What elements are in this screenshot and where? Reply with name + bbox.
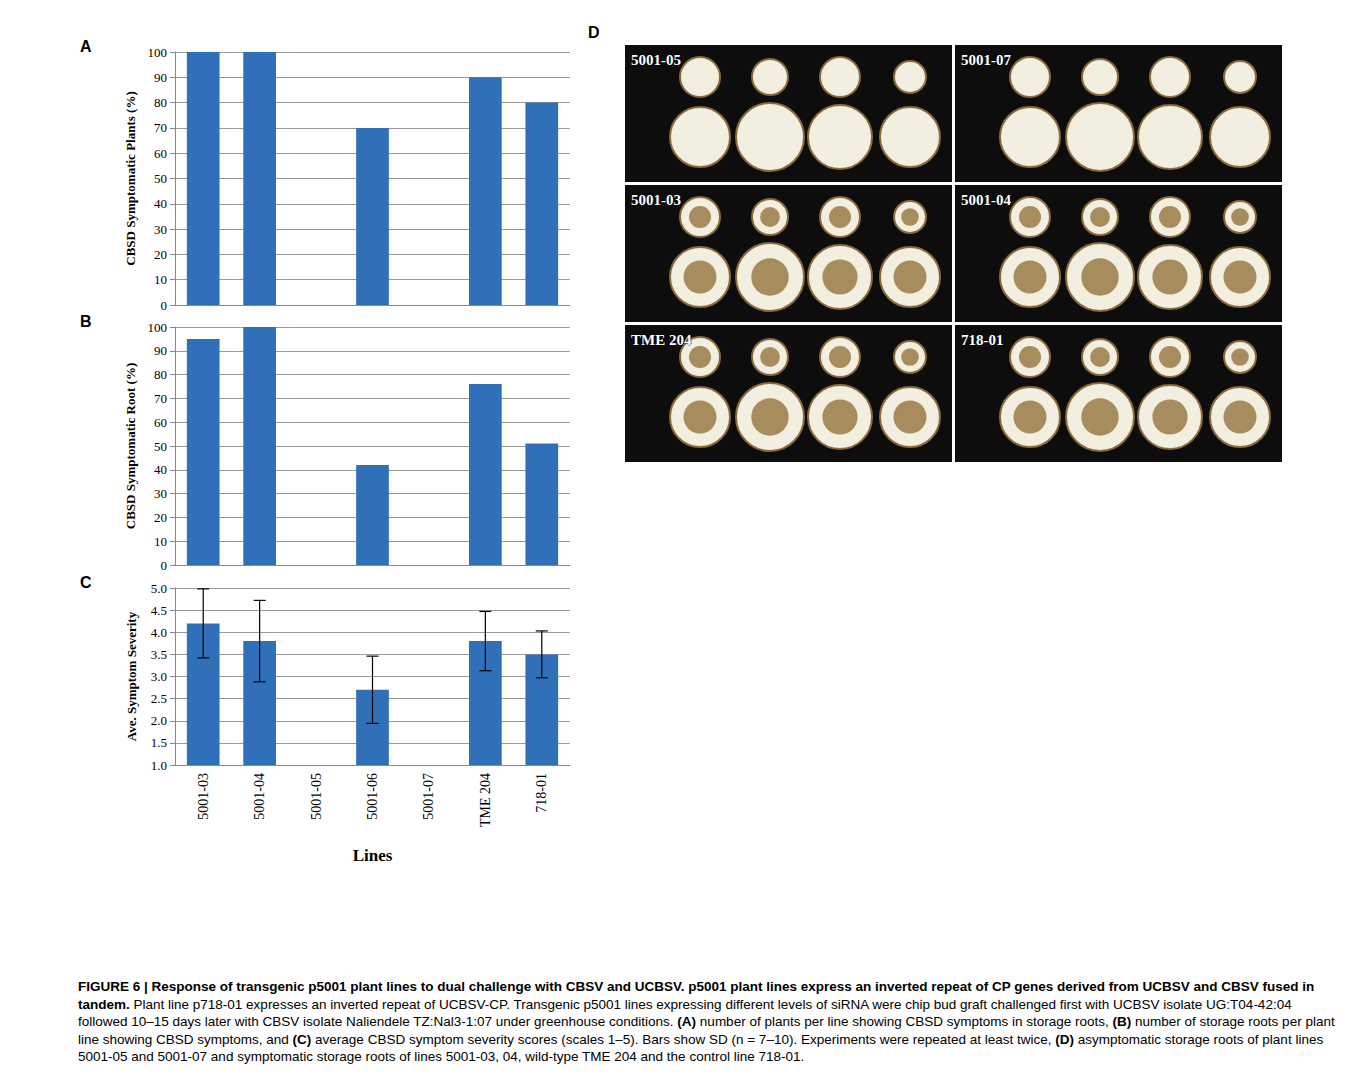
svg-text:10: 10 (154, 272, 167, 287)
svg-text:5001-04: 5001-04 (252, 773, 267, 820)
svg-text:90: 90 (154, 70, 167, 85)
svg-text:2.5: 2.5 (151, 691, 167, 706)
svg-text:4.5: 4.5 (151, 603, 167, 618)
svg-text:TME 204: TME 204 (631, 332, 692, 348)
svg-text:CBSD Symptomatic Plants (%): CBSD Symptomatic Plants (%) (123, 91, 138, 265)
svg-text:100: 100 (148, 45, 168, 60)
svg-text:20: 20 (154, 247, 167, 262)
svg-text:5001-05: 5001-05 (631, 52, 681, 68)
html-text:FIGURE 6 | Response of transge: FIGURE 6 | Response of transgenic p5001 … (78, 979, 1335, 1064)
svg-text:40: 40 (154, 196, 167, 211)
svg-text:10: 10 (154, 534, 167, 549)
svg-text:80: 80 (154, 95, 167, 110)
svg-text:5.0: 5.0 (151, 581, 167, 596)
svg-text:0: 0 (161, 298, 168, 313)
svg-text:70: 70 (154, 120, 167, 135)
svg-text:20: 20 (154, 510, 167, 525)
svg-text:5001-06: 5001-06 (365, 773, 380, 820)
svg-text:30: 30 (154, 222, 167, 237)
svg-text:30: 30 (154, 486, 167, 501)
svg-text:5001-03: 5001-03 (196, 773, 211, 820)
svg-text:718-01: 718-01 (534, 773, 549, 813)
svg-text:70: 70 (154, 391, 167, 406)
svg-text:80: 80 (154, 367, 167, 382)
svg-text:60: 60 (154, 415, 167, 430)
svg-text:B: B (80, 313, 92, 330)
svg-text:50: 50 (154, 439, 167, 454)
svg-text:5001-03: 5001-03 (631, 192, 681, 208)
svg-text:3.0: 3.0 (151, 669, 167, 684)
svg-text:50: 50 (154, 171, 167, 186)
svg-text:4.0: 4.0 (151, 625, 167, 640)
svg-text:5001-05: 5001-05 (309, 773, 324, 820)
svg-text:A: A (80, 38, 92, 55)
svg-text:3.5: 3.5 (151, 647, 167, 662)
svg-text:1.0: 1.0 (151, 758, 167, 773)
svg-text:D: D (588, 24, 600, 41)
svg-text:CBSD Symptomatic Root (%): CBSD Symptomatic Root (%) (123, 363, 138, 529)
svg-text:C: C (80, 574, 92, 591)
svg-text:TME 204: TME 204 (478, 773, 493, 827)
svg-text:5001-07: 5001-07 (421, 773, 436, 820)
svg-text:5001-07: 5001-07 (961, 52, 1011, 68)
svg-text:Lines: Lines (353, 846, 393, 865)
svg-text:1.5: 1.5 (151, 735, 167, 750)
svg-text:2.0: 2.0 (151, 713, 167, 728)
svg-text:90: 90 (154, 343, 167, 358)
svg-text:Ave. Symptom Severity: Ave. Symptom Severity (124, 611, 139, 741)
svg-text:0: 0 (161, 558, 168, 573)
svg-text:100: 100 (148, 320, 168, 335)
svg-text:60: 60 (154, 146, 167, 161)
svg-text:40: 40 (154, 462, 167, 477)
svg-text:5001-04: 5001-04 (961, 192, 1011, 208)
svg-text:718-01: 718-01 (961, 332, 1004, 348)
